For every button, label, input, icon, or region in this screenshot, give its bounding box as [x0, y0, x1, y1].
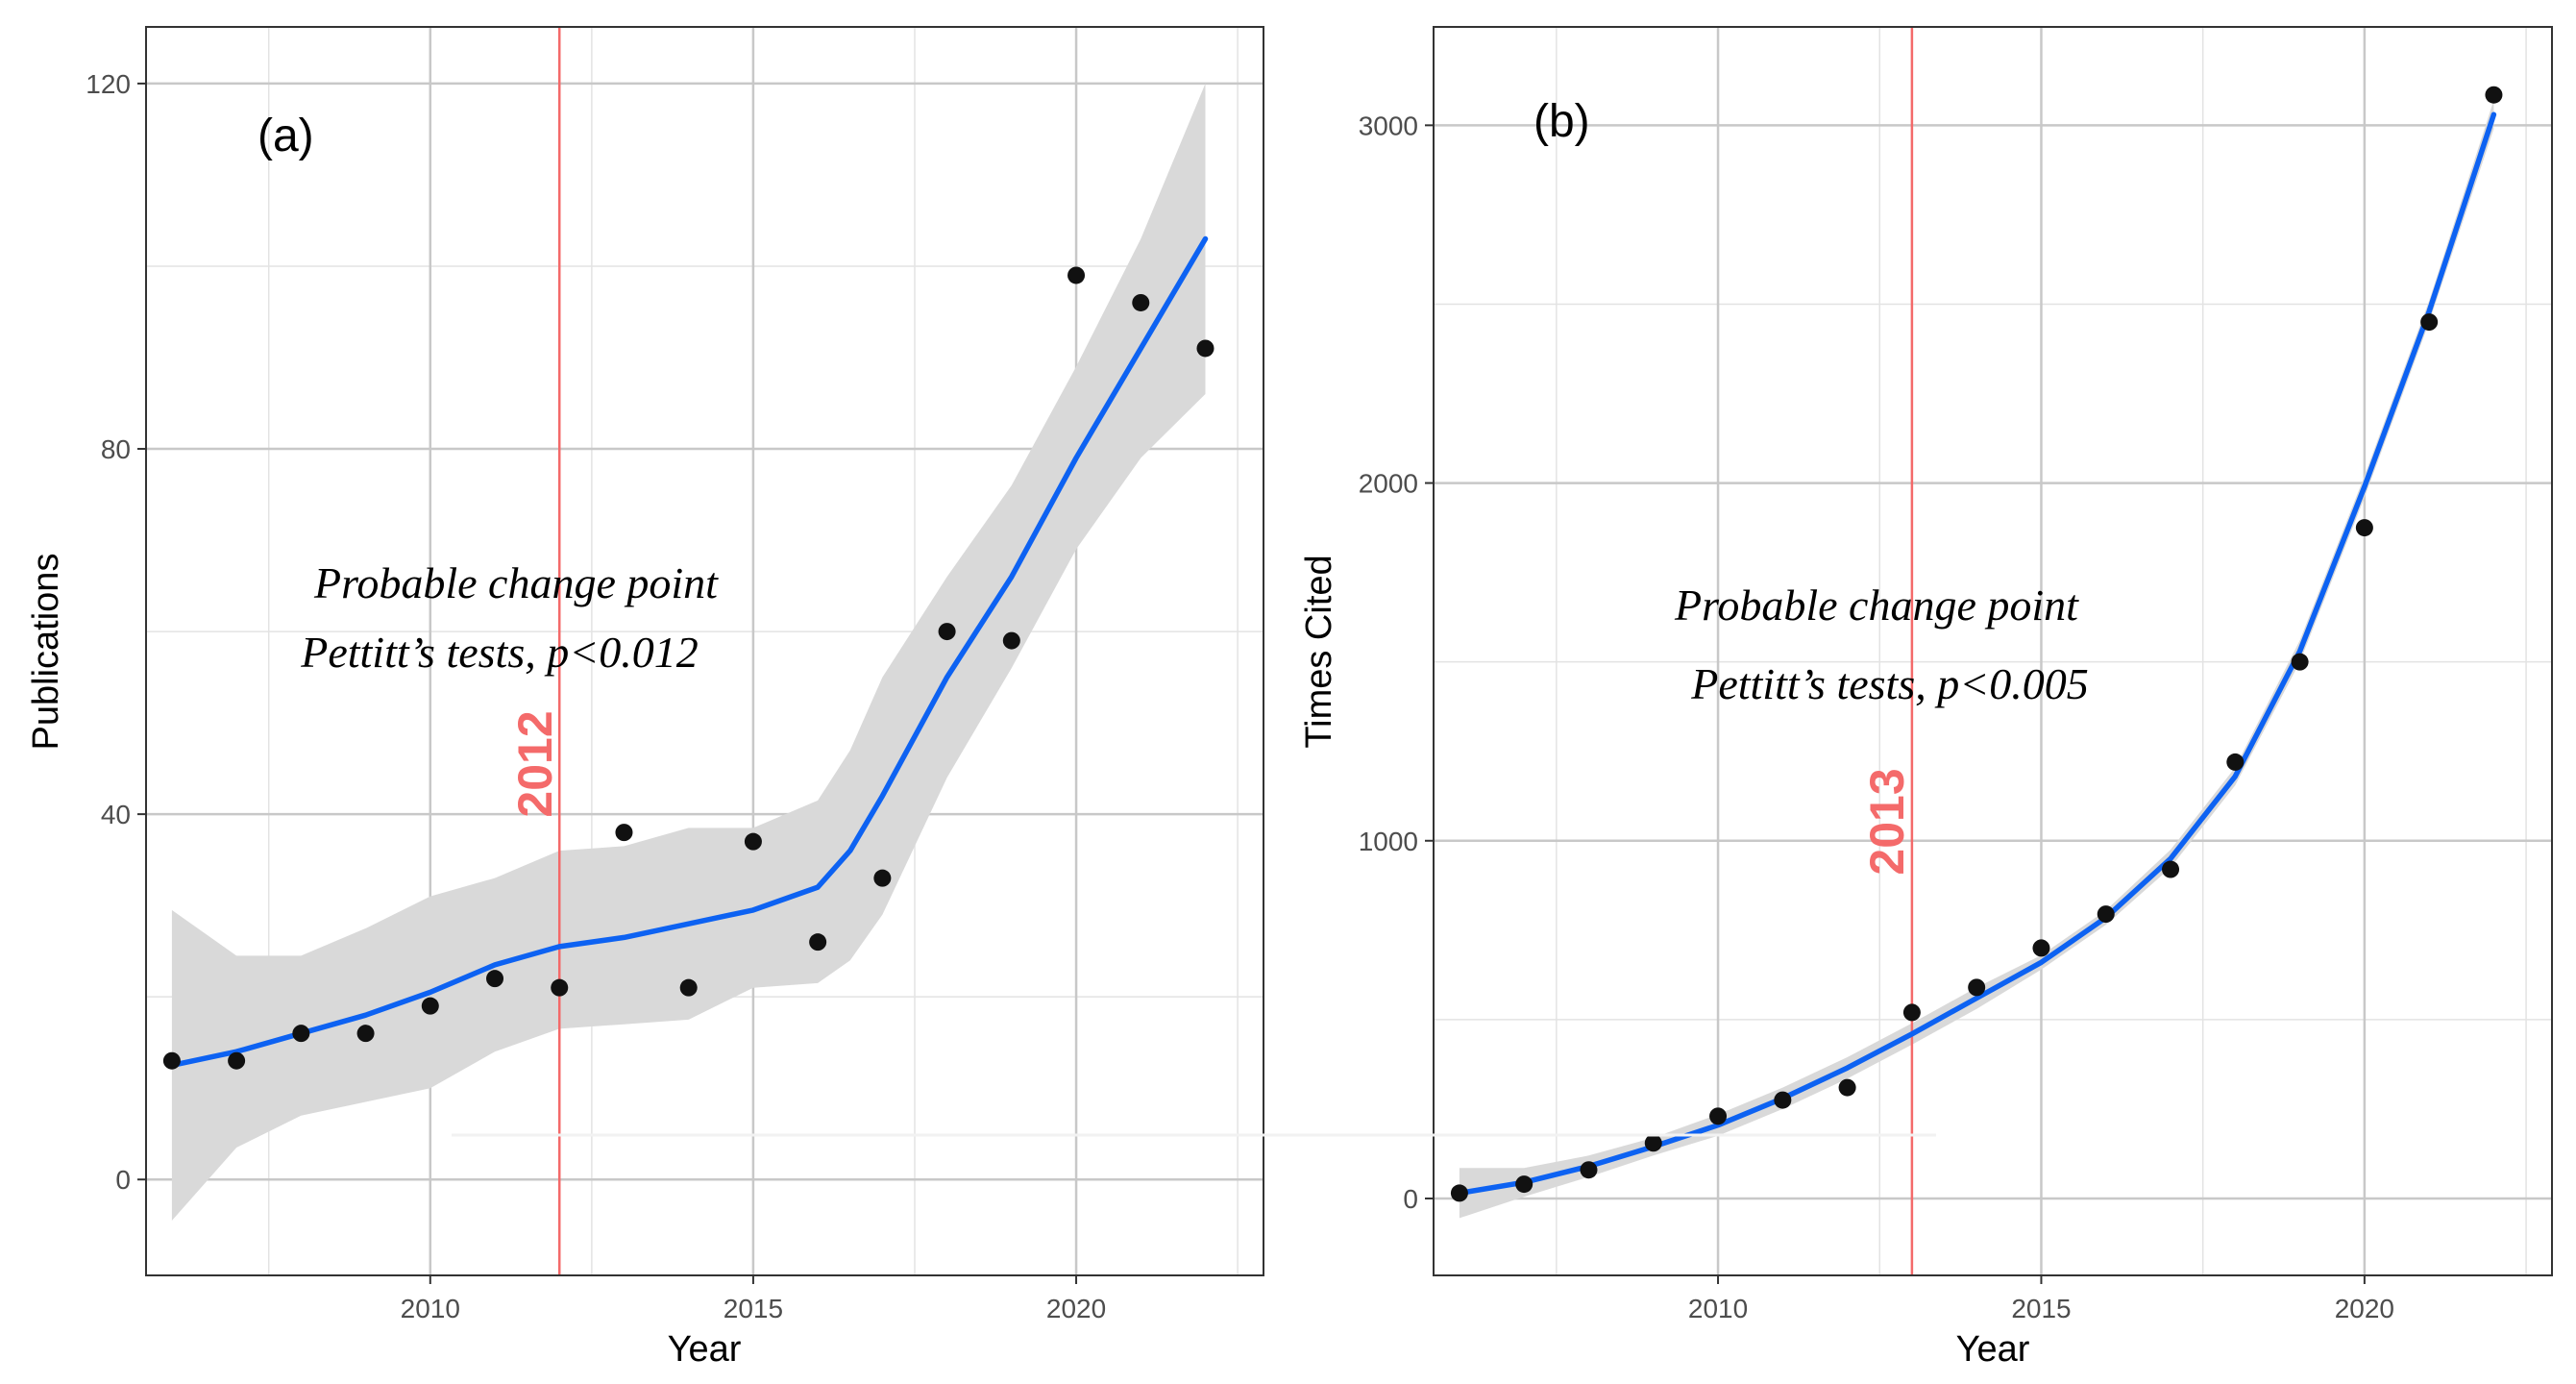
change-point-label: 2012	[508, 710, 562, 817]
y-tick-label: 40	[101, 800, 131, 829]
y-axis-title: Times Cited	[1299, 555, 1339, 748]
y-tick-label: 2000	[1359, 469, 1418, 499]
y-tick-label: 0	[115, 1165, 131, 1195]
data-point-2015	[2032, 939, 2050, 957]
data-point-2019	[1002, 631, 1020, 650]
data-point-2021	[1132, 293, 1150, 311]
x-tick-label: 2020	[2335, 1294, 2394, 1323]
panel-label: (a)	[258, 111, 314, 161]
panel-publications: 2010 2015 2020 0 40 80 120 (a) Probable change…	[26, 26, 1264, 1370]
data-point-2017	[873, 869, 892, 887]
x-tick-label: 2010	[401, 1294, 460, 1323]
data-point-2013	[1902, 1003, 1921, 1022]
data-point-2012	[551, 978, 569, 997]
data-point-2019	[2291, 653, 2309, 671]
data-point-2021	[2420, 313, 2439, 332]
x-tick-label: 2020	[1046, 1294, 1106, 1323]
data-point-2006	[1450, 1184, 1468, 1202]
smooth-trend-line	[169, 235, 1209, 1069]
annotation-line-1: Probable change point	[1674, 581, 2079, 630]
smooth-trend-line	[1457, 111, 2497, 1197]
data-point-2018	[2226, 753, 2245, 771]
data-point-2011	[486, 970, 504, 988]
data-point-2010	[1709, 1107, 1728, 1125]
data-point-2006	[162, 1051, 181, 1070]
panel-times-cited: 2010 2015 2020 0 1000 2000 3000 (b) Probable c…	[1299, 26, 2553, 1370]
x-tick-label: 2010	[1688, 1294, 1748, 1323]
data-point-2013	[615, 824, 633, 842]
panel-border	[145, 26, 1264, 1276]
annotation-line-2: Pettitt’s tests, p<0.005	[1690, 659, 2089, 708]
confidence-ribbon	[171, 83, 1206, 1221]
data-point-2008	[1580, 1161, 1598, 1179]
data-point-2016	[809, 933, 827, 952]
annotation-line-1: Probable change point	[313, 558, 719, 607]
data-point-2020	[1067, 266, 1086, 284]
y-tick-label: 3000	[1359, 111, 1418, 140]
data-point-2007	[1515, 1175, 1533, 1194]
data-point-2014	[1968, 978, 1986, 997]
data-point-2009	[356, 1025, 375, 1043]
data-point-2022	[2485, 86, 2503, 104]
y-tick-label: 120	[86, 69, 131, 99]
data-point-2010	[421, 997, 439, 1015]
data-point-2022	[1196, 339, 1214, 358]
data-point-2017	[2162, 860, 2180, 878]
data-point-2012	[1838, 1078, 1856, 1097]
data-point-2007	[228, 1051, 246, 1070]
y-axis-title: Publications	[26, 554, 66, 751]
data-point-2014	[679, 978, 698, 997]
x-axis-title: Year	[1956, 1329, 2030, 1370]
panel-label: (b)	[1533, 96, 1590, 147]
annotation-line-2: Pettitt’s tests, p<0.012	[300, 628, 699, 677]
data-point-2018	[938, 623, 956, 641]
y-tick-label: 1000	[1359, 827, 1418, 856]
x-tick-label: 2015	[2011, 1294, 2071, 1323]
data-point-2008	[292, 1025, 310, 1043]
data-point-2015	[744, 832, 762, 851]
x-tick-label: 2015	[724, 1294, 783, 1323]
y-tick-label: 0	[1403, 1184, 1418, 1214]
x-axis-title: Year	[668, 1329, 742, 1370]
data-point-2011	[1774, 1091, 1792, 1109]
change-point-label: 2013	[1860, 768, 1914, 875]
data-point-2020	[2355, 519, 2373, 537]
panel-border	[1433, 26, 2553, 1276]
data-point-2009	[1644, 1134, 1662, 1152]
y-tick-label: 80	[101, 434, 131, 464]
data-point-2016	[2097, 905, 2115, 924]
